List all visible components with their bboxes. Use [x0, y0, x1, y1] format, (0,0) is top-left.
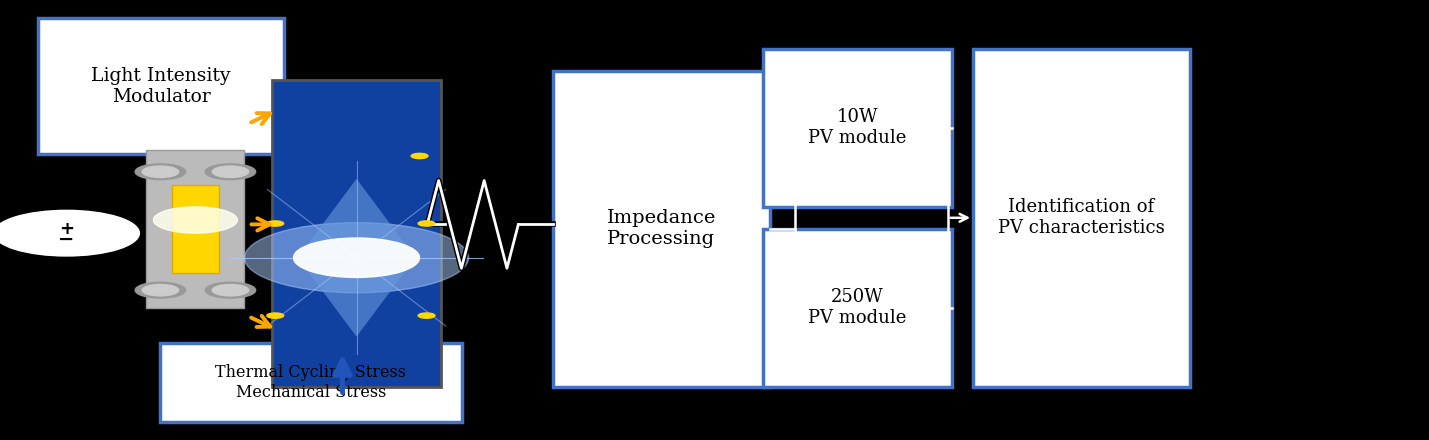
- Circle shape: [419, 313, 434, 318]
- Text: Identification of
PV characteristics: Identification of PV characteristics: [999, 198, 1165, 237]
- Circle shape: [267, 313, 284, 318]
- Circle shape: [213, 285, 249, 296]
- FancyBboxPatch shape: [763, 49, 952, 207]
- Circle shape: [206, 164, 256, 180]
- Circle shape: [412, 153, 427, 158]
- FancyBboxPatch shape: [273, 80, 440, 387]
- Circle shape: [244, 223, 469, 293]
- FancyBboxPatch shape: [39, 18, 284, 154]
- Polygon shape: [297, 179, 416, 337]
- FancyBboxPatch shape: [973, 49, 1190, 387]
- Text: −: −: [59, 230, 74, 249]
- Circle shape: [419, 221, 434, 226]
- Circle shape: [141, 285, 179, 296]
- Circle shape: [136, 282, 186, 298]
- FancyBboxPatch shape: [171, 184, 219, 273]
- Text: +: +: [59, 220, 74, 238]
- FancyBboxPatch shape: [160, 343, 462, 422]
- FancyBboxPatch shape: [763, 229, 952, 387]
- Circle shape: [293, 238, 420, 278]
- Circle shape: [153, 207, 237, 233]
- Circle shape: [206, 282, 256, 298]
- Circle shape: [0, 210, 140, 256]
- Text: 10W
PV module: 10W PV module: [809, 109, 906, 147]
- Text: Light Intensity
Modulator: Light Intensity Modulator: [91, 67, 231, 106]
- Circle shape: [267, 221, 284, 226]
- Text: 250W
PV module: 250W PV module: [809, 288, 906, 327]
- FancyBboxPatch shape: [146, 150, 244, 308]
- Circle shape: [136, 164, 186, 180]
- Circle shape: [213, 166, 249, 177]
- Text: Thermal Cycling Stress
Mechanical Stress: Thermal Cycling Stress Mechanical Stress: [216, 364, 406, 400]
- Circle shape: [141, 166, 179, 177]
- Text: Impedance
Processing: Impedance Processing: [606, 209, 716, 248]
- FancyBboxPatch shape: [553, 71, 770, 387]
